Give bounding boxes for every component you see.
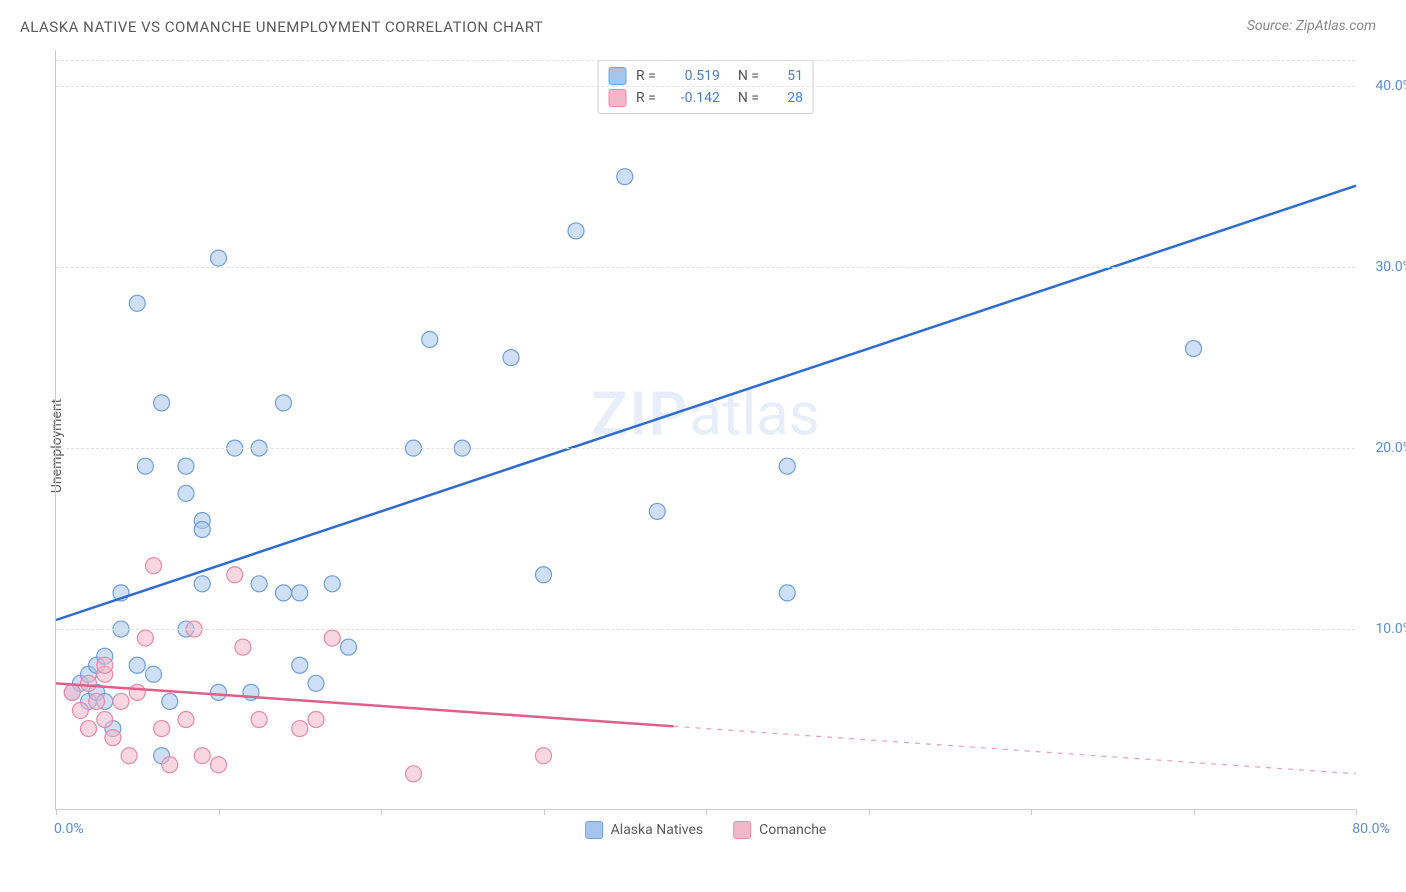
scatter-point — [162, 693, 178, 709]
scatter-point — [146, 666, 162, 682]
scatter-point — [536, 748, 552, 764]
scatter-point — [324, 630, 340, 646]
scatter-point — [341, 639, 357, 655]
scatter-point — [211, 757, 227, 773]
scatter-point — [81, 721, 97, 737]
scatter-point — [1186, 341, 1202, 357]
scatter-point — [178, 458, 194, 474]
scatter-point — [89, 693, 105, 709]
scatter-point — [211, 684, 227, 700]
scatter-point — [178, 485, 194, 501]
x-tick — [56, 809, 57, 815]
scatter-point — [137, 458, 153, 474]
x-tick — [706, 809, 707, 815]
legend-swatch — [585, 821, 603, 839]
x-tick-label: 0.0% — [54, 821, 84, 837]
scatter-point — [617, 169, 633, 185]
scatter-point — [64, 684, 80, 700]
regression-line — [56, 186, 1356, 620]
scatter-point — [235, 639, 251, 655]
gridline-h — [56, 629, 1355, 630]
scatter-point — [194, 748, 210, 764]
scatter-point — [536, 567, 552, 583]
scatter-point — [162, 757, 178, 773]
gridline-h — [56, 448, 1355, 449]
chart-title: ALASKA NATIVE VS COMANCHE UNEMPLOYMENT C… — [20, 18, 543, 36]
scatter-point — [227, 567, 243, 583]
chart-svg — [56, 50, 1355, 809]
gridline-h — [56, 60, 1355, 61]
scatter-point — [422, 332, 438, 348]
scatter-point — [292, 721, 308, 737]
legend-swatch — [733, 821, 751, 839]
scatter-point — [276, 395, 292, 411]
source-attribution: Source: ZipAtlas.com — [1247, 18, 1376, 34]
scatter-point — [97, 712, 113, 728]
scatter-point — [406, 766, 422, 782]
scatter-point — [81, 675, 97, 691]
scatter-point — [97, 657, 113, 673]
scatter-point — [292, 585, 308, 601]
scatter-point — [178, 712, 194, 728]
scatter-point — [194, 576, 210, 592]
scatter-point — [308, 712, 324, 728]
y-tick-label: 30.0% — [1375, 259, 1406, 275]
scatter-point — [105, 730, 121, 746]
scatter-point — [137, 630, 153, 646]
y-tick-label: 40.0% — [1375, 78, 1406, 94]
scatter-point — [292, 657, 308, 673]
scatter-point — [154, 721, 170, 737]
y-tick-label: 10.0% — [1375, 621, 1406, 637]
scatter-point — [72, 702, 88, 718]
scatter-point — [129, 657, 145, 673]
scatter-point — [649, 503, 665, 519]
plot-area: ZIPatlas R =0.519N =51R =-0.142N =28 Ala… — [55, 50, 1355, 810]
scatter-point — [308, 675, 324, 691]
scatter-point — [779, 585, 795, 601]
scatter-point — [121, 748, 137, 764]
regression-line-dashed — [674, 726, 1357, 774]
legend-item: Alaska Natives — [585, 821, 704, 839]
x-tick — [1194, 809, 1195, 815]
legend-label: Alaska Natives — [611, 822, 704, 838]
scatter-point — [779, 458, 795, 474]
x-tick — [1031, 809, 1032, 815]
legend-item: Comanche — [733, 821, 826, 839]
x-tick — [1356, 809, 1357, 815]
bottom-legend: Alaska Natives Comanche — [585, 821, 827, 839]
x-tick — [381, 809, 382, 815]
scatter-point — [154, 395, 170, 411]
legend-label: Comanche — [759, 822, 826, 838]
x-tick-label: 80.0% — [1352, 821, 1390, 837]
scatter-point — [324, 576, 340, 592]
gridline-h — [56, 86, 1355, 87]
x-tick — [869, 809, 870, 815]
scatter-point — [251, 576, 267, 592]
scatter-point — [113, 693, 129, 709]
scatter-point — [251, 712, 267, 728]
scatter-point — [276, 585, 292, 601]
y-tick-label: 20.0% — [1375, 440, 1406, 456]
x-tick — [219, 809, 220, 815]
regression-line — [56, 683, 674, 726]
gridline-h — [56, 267, 1355, 268]
scatter-point — [146, 558, 162, 574]
scatter-point — [503, 350, 519, 366]
x-tick — [544, 809, 545, 815]
scatter-point — [194, 522, 210, 538]
scatter-point — [129, 295, 145, 311]
scatter-point — [211, 250, 227, 266]
scatter-point — [129, 684, 145, 700]
scatter-point — [568, 223, 584, 239]
